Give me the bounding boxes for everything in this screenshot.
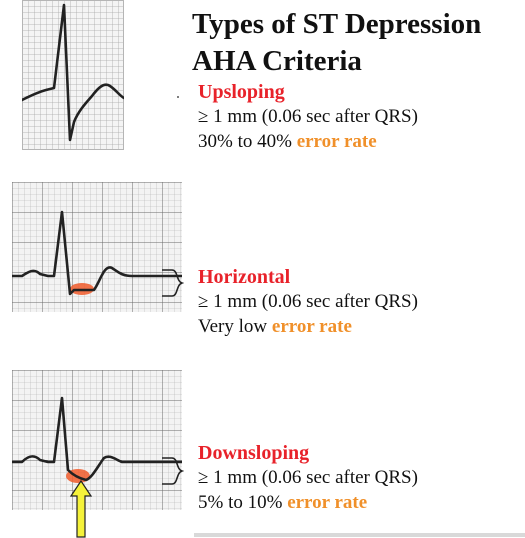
arrow-up-icon [70,480,92,538]
rate-prefix: Very low [198,316,272,337]
brace-horizontal [162,269,184,297]
ecg-strip-horizontal [12,182,182,312]
type-block-downsloping: Downsloping ≥ 1 mm (0.06 sec after QRS) … [198,441,518,515]
ecg-strip-downsloping [12,370,182,510]
type-label-horizontal: Horizontal [198,266,291,288]
type-block-upsloping: Upsloping ≥ 1 mm (0.06 sec after QRS) 30… [198,80,518,154]
ecg-trace-horizontal [12,210,182,296]
type-label-downsloping: Downsloping [198,442,310,464]
rate-highlight: error rate [287,492,368,513]
stray-dot [177,96,179,98]
criterion-upsloping: ≥ 1 mm (0.06 sec after QRS) [198,106,418,127]
ecg-strip-upsloping [22,0,124,150]
rate-highlight: error rate [296,131,377,152]
rate-line-horizontal: Very low error rate [198,314,518,339]
rate-highlight: error rate [271,316,352,337]
type-label-upsloping: Upsloping [198,81,285,103]
bottom-divider [194,533,525,537]
brace-downsloping [162,457,184,485]
rate-prefix: 5% to 10% [198,492,288,513]
rate-line-upsloping: 30% to 40% error rate [198,129,518,154]
slide-title: Types of ST Depression AHA Criteria [192,6,522,80]
type-block-horizontal: Horizontal ≥ 1 mm (0.06 sec after QRS) V… [198,265,518,339]
rate-line-downsloping: 5% to 10% error rate [198,490,518,515]
title-line-2: AHA Criteria [192,45,362,77]
rate-prefix: 30% to 40% [198,131,297,152]
title-line-1: Types of ST Depression [192,8,482,40]
ecg-trace-downsloping [12,396,182,482]
criterion-downsloping: ≥ 1 mm (0.06 sec after QRS) [198,467,418,488]
ecg-trace-upsloping [22,3,124,142]
criterion-horizontal: ≥ 1 mm (0.06 sec after QRS) [198,291,418,312]
